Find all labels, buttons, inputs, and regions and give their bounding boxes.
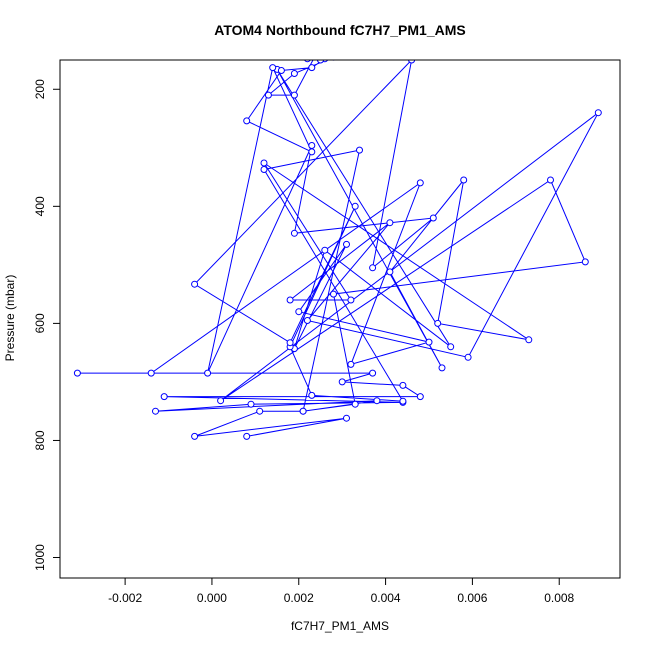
data-point — [295, 308, 303, 316]
data-point — [299, 407, 307, 415]
data-point — [369, 369, 377, 377]
data-point — [269, 64, 277, 72]
y-tick-label: 1000 — [33, 544, 47, 571]
x-tick-label: 0.000 — [197, 591, 227, 605]
data-point — [429, 214, 437, 222]
y-tick-label: 600 — [33, 313, 47, 333]
data-point — [425, 338, 433, 346]
data-point — [286, 296, 294, 304]
data-point — [204, 369, 212, 377]
data-point — [217, 397, 225, 405]
data-point — [303, 317, 311, 324]
x-tick-label: 0.006 — [457, 591, 487, 605]
data-point — [308, 391, 316, 399]
data-point — [286, 339, 294, 347]
chart-title: ATOM4 Northbound fC7H7_PM1_AMS — [214, 22, 466, 38]
series-layer — [73, 60, 602, 440]
data-point — [386, 268, 394, 276]
data-point — [464, 353, 472, 361]
data-point — [247, 400, 255, 408]
series-line — [77, 60, 599, 437]
data-point — [356, 146, 363, 154]
data-point — [460, 176, 468, 184]
data-point — [260, 166, 268, 173]
data-point — [243, 432, 251, 440]
data-point — [290, 70, 298, 77]
data-point — [594, 109, 602, 117]
y-axis-label: Pressure (mbar) — [3, 275, 17, 362]
data-point — [330, 290, 337, 298]
data-point — [447, 343, 455, 351]
data-point — [343, 240, 350, 248]
data-point — [343, 414, 350, 422]
data-point — [308, 148, 316, 156]
data-point — [73, 369, 81, 377]
data-point — [256, 407, 264, 415]
data-point — [399, 397, 407, 405]
data-point — [351, 400, 359, 408]
data-point — [408, 60, 416, 64]
x-tick-label: 0.004 — [371, 591, 401, 605]
data-point — [160, 393, 168, 401]
data-point — [290, 91, 298, 99]
data-point — [347, 296, 355, 304]
data-point — [308, 64, 316, 72]
data-point — [264, 91, 272, 99]
data-point — [347, 360, 355, 368]
data-point — [416, 393, 424, 401]
data-point — [191, 280, 199, 288]
data-point — [152, 407, 159, 415]
y-tick-label: 400 — [33, 196, 47, 216]
y-axis: 200 400 600 800 1000 — [33, 79, 61, 571]
data-point — [547, 176, 554, 184]
data-point — [260, 159, 268, 167]
data-point — [243, 117, 251, 125]
data-point — [525, 336, 533, 344]
data-point — [338, 378, 346, 386]
data-point — [438, 364, 446, 372]
data-point — [581, 258, 589, 266]
x-axis-label: fC7H7_PM1_AMS — [291, 619, 389, 633]
y-tick-label: 800 — [33, 430, 47, 450]
data-point — [416, 179, 424, 187]
data-point — [317, 60, 324, 64]
data-point — [290, 229, 298, 237]
data-point — [434, 319, 442, 327]
x-tick-label: 0.002 — [284, 591, 314, 605]
data-point — [308, 142, 316, 149]
x-tick-label: -0.002 — [108, 591, 142, 605]
x-tick-label: 0.008 — [544, 591, 574, 605]
data-point — [351, 202, 359, 210]
data-point — [191, 432, 199, 440]
data-point — [147, 369, 155, 377]
data-point — [373, 397, 381, 405]
x-axis: -0.002 0.000 0.002 0.004 0.006 0.008 — [108, 577, 575, 605]
data-point — [321, 246, 329, 254]
data-point — [386, 219, 394, 227]
y-tick-label: 200 — [33, 79, 47, 99]
data-point — [399, 381, 407, 389]
data-point — [369, 264, 377, 272]
data-point — [277, 67, 285, 74]
